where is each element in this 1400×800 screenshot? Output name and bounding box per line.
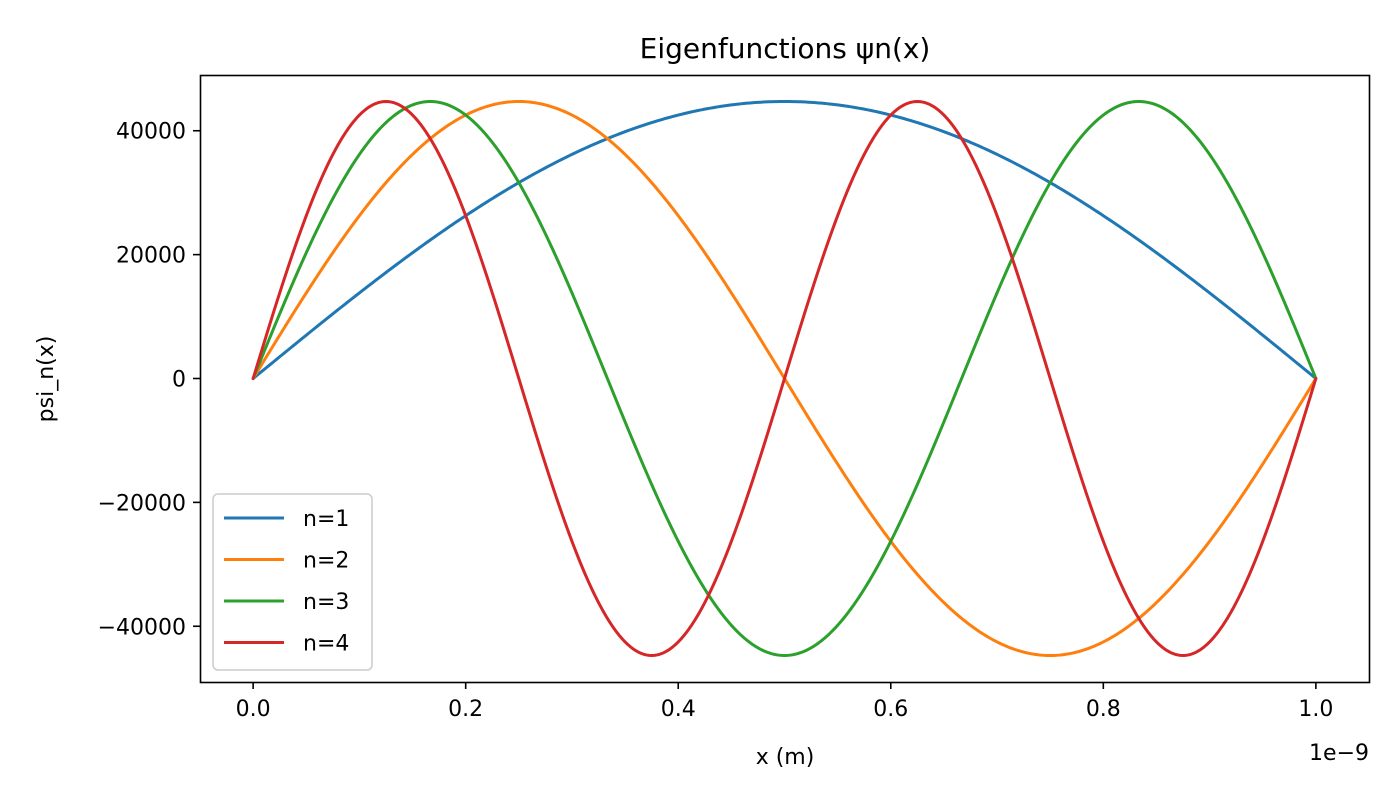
legend-label: n=3: [303, 590, 349, 615]
x-tick-label: 0.6: [873, 697, 908, 722]
x-tick-label: 0.0: [236, 697, 271, 722]
legend-label: n=2: [303, 549, 349, 574]
series-line-n=3: [251, 100, 1318, 657]
x-tick-label: 0.8: [1086, 697, 1121, 722]
x-tick-label: 0.2: [448, 697, 483, 722]
x-axis-offset-text: 1e−9: [1309, 741, 1369, 766]
x-axis-label: x (m): [756, 745, 815, 770]
y-tick-label: −20000: [98, 491, 186, 516]
y-axis-label: psi_n(x): [34, 336, 59, 423]
x-tick-label: 1.0: [1298, 697, 1333, 722]
series-line-n=4: [251, 100, 1318, 657]
legend: n=1 n=2 n=3 n=4: [212, 493, 373, 671]
y-axis-ticks: 40000 20000 0 −20000 −40000: [98, 120, 200, 640]
x-tick-label: 0.4: [661, 697, 696, 722]
y-tick-label: 40000: [116, 120, 186, 145]
chart-title: Eigenfunctions ψn(x): [640, 32, 931, 65]
y-tick-label: 20000: [116, 244, 186, 269]
legend-label: n=4: [303, 632, 349, 657]
legend-box: [212, 493, 373, 671]
y-tick-label: −40000: [98, 615, 186, 640]
x-axis-ticks: 0.0 0.2 0.4 0.6 0.8 1.0: [236, 682, 1333, 722]
legend-label: n=1: [303, 507, 349, 532]
plot-frame: [199, 74, 1371, 684]
y-tick-label: 0: [172, 368, 186, 393]
series-line-n=1: [251, 100, 1318, 380]
series-lines: [251, 100, 1318, 657]
